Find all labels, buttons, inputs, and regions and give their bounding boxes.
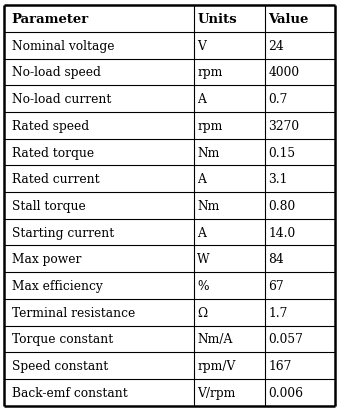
Text: 84: 84 <box>268 253 284 266</box>
Text: V: V <box>197 40 206 53</box>
Text: No-load current: No-load current <box>12 93 111 106</box>
Bar <box>4 272 335 299</box>
Text: Rated speed: Rated speed <box>12 119 89 133</box>
Text: Units: Units <box>197 13 237 26</box>
Text: V/rpm: V/rpm <box>197 386 236 399</box>
Text: 3270: 3270 <box>268 119 299 133</box>
Text: A: A <box>197 173 206 186</box>
Bar <box>4 33 335 59</box>
Text: 0.006: 0.006 <box>268 386 303 399</box>
Bar <box>4 86 335 113</box>
Text: Max efficiency: Max efficiency <box>12 279 102 292</box>
Text: 0.057: 0.057 <box>268 333 303 346</box>
Text: Nm/A: Nm/A <box>197 333 233 346</box>
Text: Stall torque: Stall torque <box>12 200 85 212</box>
Text: 0.7: 0.7 <box>268 93 287 106</box>
Text: Torque constant: Torque constant <box>12 333 113 346</box>
Text: rpm/V: rpm/V <box>197 359 236 372</box>
Text: 24: 24 <box>268 40 284 53</box>
Bar <box>4 326 335 353</box>
Bar <box>4 193 335 219</box>
Text: rpm: rpm <box>197 119 222 133</box>
Text: 3.1: 3.1 <box>268 173 287 186</box>
Text: 1.7: 1.7 <box>268 306 287 319</box>
Bar <box>4 59 335 86</box>
Bar <box>4 6 335 33</box>
Text: Nm: Nm <box>197 200 220 212</box>
Bar <box>4 166 335 193</box>
Text: Value: Value <box>268 13 308 26</box>
Text: %: % <box>197 279 209 292</box>
Text: Nm: Nm <box>197 146 220 159</box>
Text: 14.0: 14.0 <box>268 226 296 239</box>
Text: Nominal voltage: Nominal voltage <box>12 40 114 53</box>
Text: Back-emf constant: Back-emf constant <box>12 386 127 399</box>
Text: A: A <box>197 93 206 106</box>
Text: Rated torque: Rated torque <box>12 146 94 159</box>
Text: No-load speed: No-load speed <box>12 66 101 79</box>
Bar <box>4 353 335 379</box>
Text: Speed constant: Speed constant <box>12 359 108 372</box>
Text: Parameter: Parameter <box>12 13 89 26</box>
Text: 0.15: 0.15 <box>268 146 295 159</box>
Bar <box>4 246 335 272</box>
Text: W: W <box>197 253 210 266</box>
Text: 0.80: 0.80 <box>268 200 296 212</box>
Text: Terminal resistance: Terminal resistance <box>12 306 135 319</box>
Text: 167: 167 <box>268 359 292 372</box>
Bar <box>4 299 335 326</box>
Text: 67: 67 <box>268 279 284 292</box>
Text: Rated current: Rated current <box>12 173 99 186</box>
Text: rpm: rpm <box>197 66 222 79</box>
Text: 4000: 4000 <box>268 66 299 79</box>
Bar <box>4 139 335 166</box>
Bar <box>4 113 335 139</box>
Text: Ω: Ω <box>197 306 207 319</box>
Bar <box>4 379 335 406</box>
Bar <box>4 219 335 246</box>
Text: A: A <box>197 226 206 239</box>
Text: Starting current: Starting current <box>12 226 114 239</box>
Text: Max power: Max power <box>12 253 81 266</box>
